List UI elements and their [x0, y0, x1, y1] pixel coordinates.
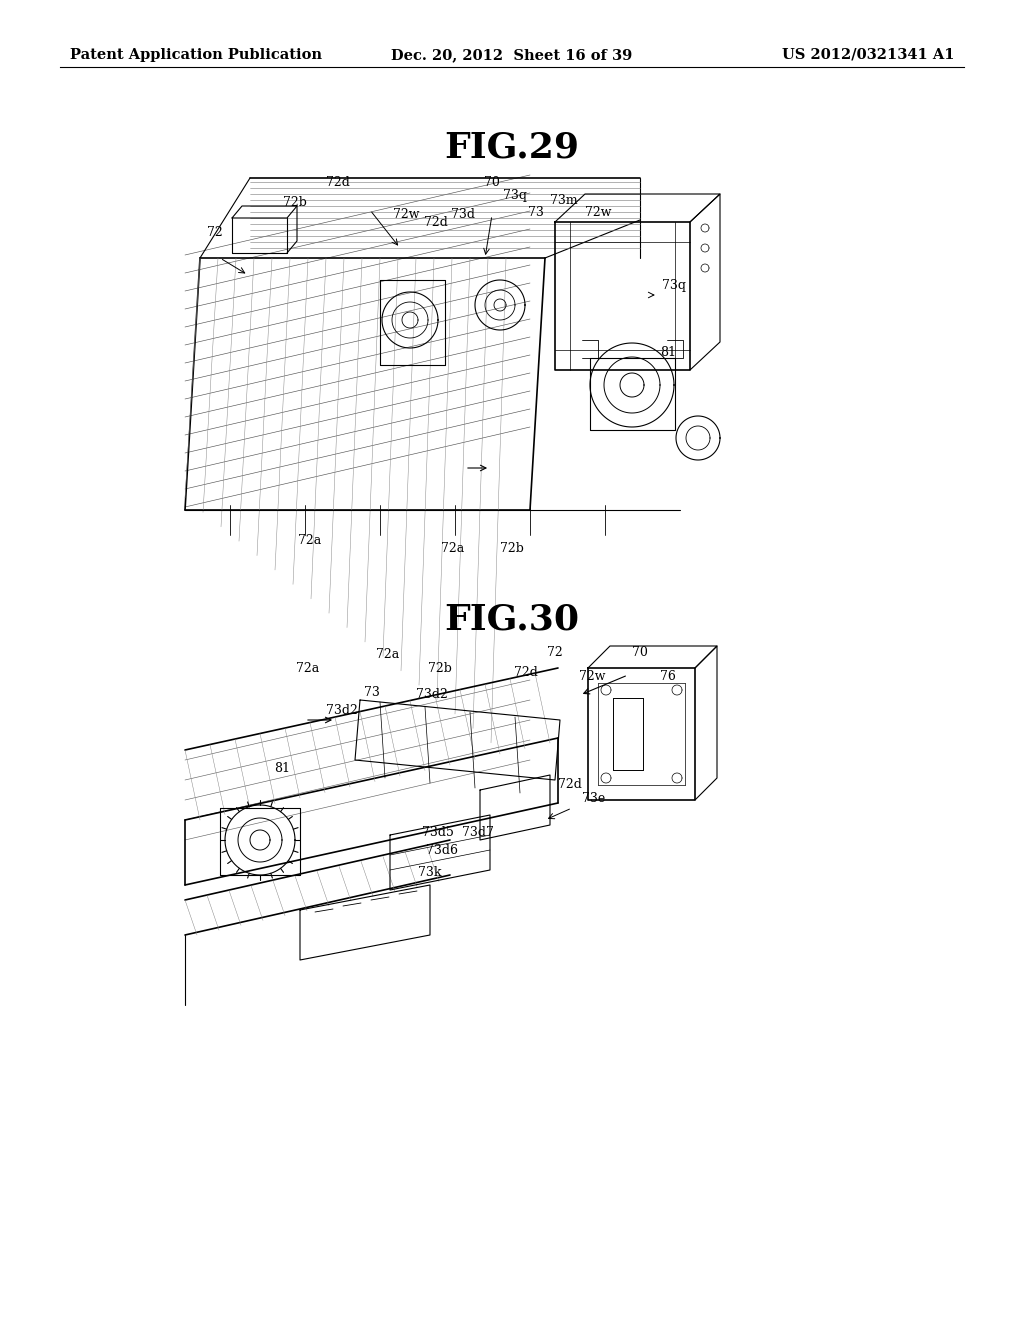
Text: 72d: 72d: [424, 215, 447, 228]
Text: 72a: 72a: [298, 533, 322, 546]
Text: 73: 73: [365, 685, 380, 698]
Text: 72d: 72d: [326, 176, 350, 189]
Text: 70: 70: [484, 176, 500, 189]
Text: 73k: 73k: [418, 866, 441, 879]
Text: Patent Application Publication: Patent Application Publication: [70, 48, 322, 62]
Text: 73e: 73e: [583, 792, 605, 804]
Text: 72d: 72d: [558, 777, 582, 791]
Text: 72w: 72w: [579, 669, 605, 682]
Text: 73d6: 73d6: [426, 843, 458, 857]
Text: US 2012/0321341 A1: US 2012/0321341 A1: [781, 48, 954, 62]
Text: 72a: 72a: [296, 661, 319, 675]
Text: 72d: 72d: [514, 665, 538, 678]
Text: FIG.29: FIG.29: [444, 131, 580, 165]
Text: 72b: 72b: [428, 661, 452, 675]
Text: 72: 72: [547, 647, 563, 660]
Text: 72w: 72w: [393, 209, 419, 222]
Text: 72a: 72a: [377, 648, 399, 661]
Text: FIG.30: FIG.30: [444, 603, 580, 638]
Text: 73d7: 73d7: [462, 825, 494, 838]
Text: Dec. 20, 2012  Sheet 16 of 39: Dec. 20, 2012 Sheet 16 of 39: [391, 48, 633, 62]
Text: 73: 73: [528, 206, 544, 219]
Text: 73d: 73d: [451, 207, 475, 220]
Text: 70: 70: [632, 645, 648, 659]
Text: 73d2: 73d2: [326, 704, 358, 717]
Text: 72b: 72b: [500, 541, 524, 554]
Text: 73q: 73q: [662, 279, 686, 292]
Text: 76: 76: [660, 669, 676, 682]
Text: 73d5: 73d5: [422, 825, 454, 838]
Text: 72: 72: [207, 227, 223, 239]
Text: 73d2: 73d2: [416, 689, 447, 701]
Text: 73q: 73q: [503, 190, 527, 202]
Text: 73m: 73m: [550, 194, 578, 206]
Text: 81: 81: [274, 762, 290, 775]
Text: 81: 81: [660, 346, 676, 359]
Text: 72w: 72w: [585, 206, 611, 219]
Text: 72b: 72b: [283, 195, 307, 209]
Text: 72a: 72a: [441, 541, 465, 554]
